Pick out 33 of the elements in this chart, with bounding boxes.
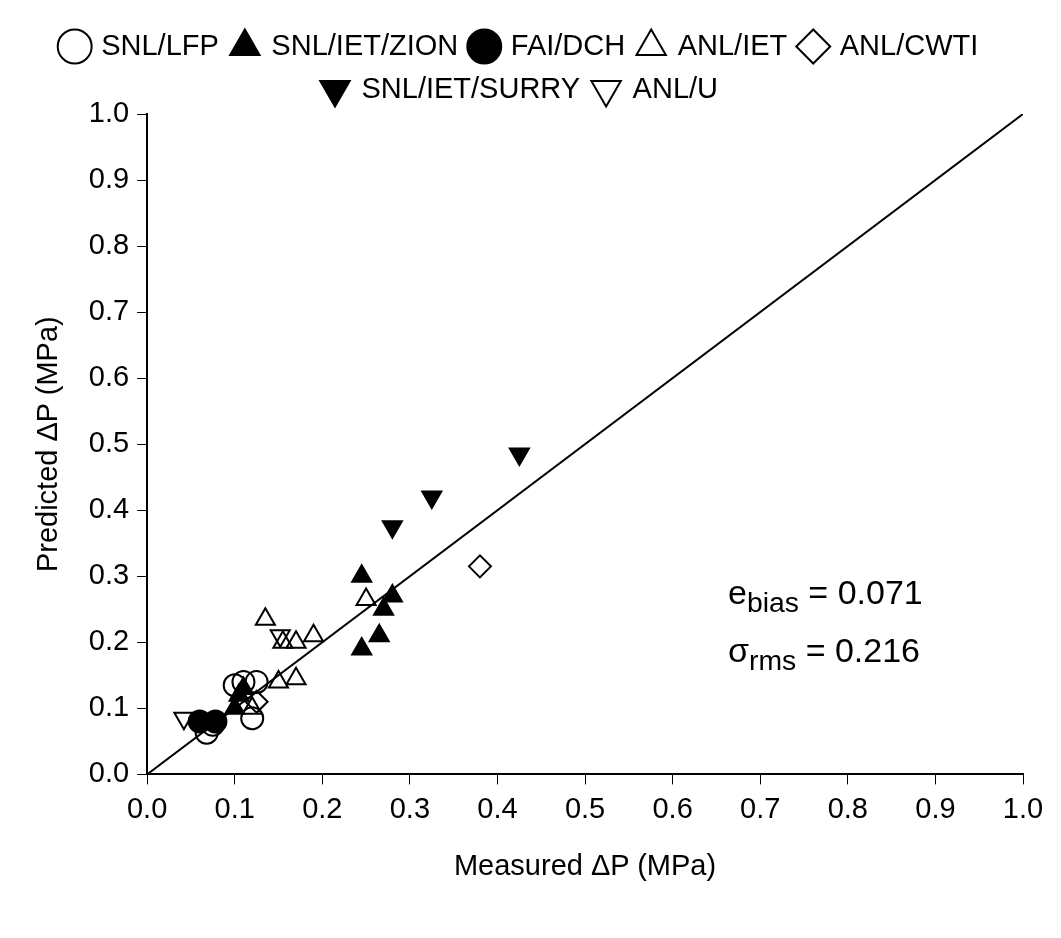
x-tick-label: 0.1: [214, 791, 255, 824]
x-axis-title: Measured ΔP (MPa): [453, 848, 717, 881]
y-tick-label: 0.5: [88, 426, 130, 459]
annotation: e$_{bias}$ = 0.071: [728, 572, 923, 620]
x-tick-label: 0.6: [652, 791, 693, 824]
legend-label: ANL/CWTI: [839, 28, 979, 61]
y-tick-label: 0.1: [88, 690, 130, 723]
y-tick-label: 0.9: [88, 162, 130, 195]
x-tick-label: 0.2: [302, 791, 343, 824]
x-tick-label: 0.8: [827, 791, 868, 824]
x-tick-label: 1.0: [1002, 791, 1044, 824]
x-tick-label: 0.9: [915, 791, 956, 824]
legend-label: SNL/IET/ZION: [271, 28, 459, 61]
legend-label: ANL/IET: [677, 28, 788, 61]
x-tick-label: 0.4: [477, 791, 518, 824]
y-tick-label: 0.3: [88, 558, 130, 591]
legend-label: SNL/LFP: [101, 28, 219, 61]
x-tick-label: 0.0: [126, 791, 168, 824]
legend-label: ANL/U: [632, 71, 719, 104]
x-tick-label: 0.3: [389, 791, 431, 824]
legend-label: FAI/DCH: [510, 28, 626, 61]
legend-label: SNL/IET/SURRY: [361, 71, 581, 104]
y-tick-label: 0.0: [88, 756, 130, 789]
y-tick-label: 1.0: [88, 96, 130, 128]
x-tick-label: 0.5: [564, 791, 606, 824]
y-axis-title: Predicted ΔP (MPa): [31, 316, 64, 573]
y-tick-label: 0.2: [88, 624, 130, 657]
y-tick-label: 0.4: [88, 492, 130, 525]
x-tick-label: 0.7: [740, 791, 781, 824]
annotation: σ$_{rms}$ = 0.216: [728, 629, 922, 678]
y-tick-label: 0.6: [88, 360, 130, 393]
y-tick-label: 0.7: [88, 294, 130, 327]
y-tick-label: 0.8: [88, 228, 130, 261]
